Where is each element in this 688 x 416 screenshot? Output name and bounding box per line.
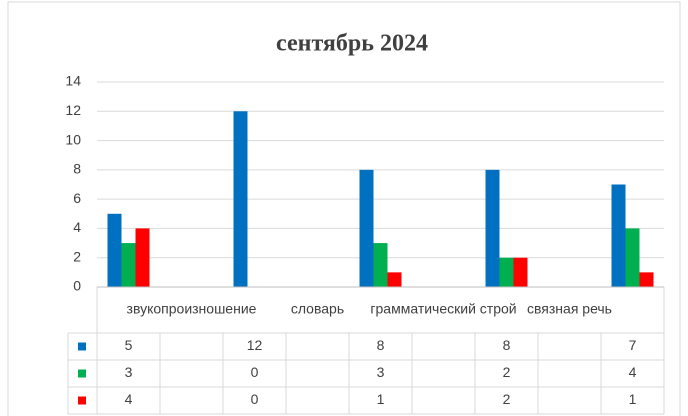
bar <box>387 272 402 287</box>
table-value: 12 <box>247 337 263 353</box>
table-value: 1 <box>629 391 637 407</box>
table-value: 0 <box>251 391 259 407</box>
y-tick-label: 4 <box>73 219 81 235</box>
table-value: 4 <box>629 364 637 380</box>
bar <box>485 169 500 287</box>
table-value: 2 <box>503 391 511 407</box>
table-value: 1 <box>377 391 385 407</box>
bar <box>513 257 528 287</box>
x-tick-label: словарь <box>291 301 344 317</box>
bar <box>107 213 122 287</box>
chart-frame <box>7 1 681 416</box>
table-value: 4 <box>125 391 133 407</box>
x-tick-label: грамматический строй <box>370 301 516 317</box>
bar <box>625 228 640 287</box>
y-tick-label: 8 <box>73 161 81 177</box>
table-value: 5 <box>125 337 133 353</box>
table-value: 8 <box>503 337 511 353</box>
legend-key <box>78 342 86 351</box>
legend-key <box>78 396 86 405</box>
bar <box>135 228 150 287</box>
chart-title: сентябрь 2024 <box>276 31 428 57</box>
bar <box>611 184 626 287</box>
bar <box>233 111 248 288</box>
table-value: 2 <box>503 364 511 380</box>
x-tick-label: звукопроизношение <box>127 301 257 317</box>
table-value: 8 <box>377 337 385 353</box>
y-tick-label: 14 <box>65 73 81 89</box>
bar <box>359 169 374 287</box>
y-tick-label: 10 <box>65 131 81 147</box>
table-value: 7 <box>629 337 637 353</box>
bar <box>639 272 654 287</box>
y-tick-label: 2 <box>73 248 81 264</box>
y-tick-label: 6 <box>73 190 81 206</box>
bar <box>373 243 388 287</box>
y-tick-label: 12 <box>65 102 81 118</box>
table-value: 3 <box>125 364 133 380</box>
bar <box>121 243 136 287</box>
y-tick-label: 0 <box>73 278 81 294</box>
table-value: 3 <box>377 364 385 380</box>
x-tick-label: связная речь <box>527 301 612 317</box>
table-value: 0 <box>251 364 259 380</box>
legend-key <box>78 369 86 378</box>
bar <box>499 257 514 287</box>
